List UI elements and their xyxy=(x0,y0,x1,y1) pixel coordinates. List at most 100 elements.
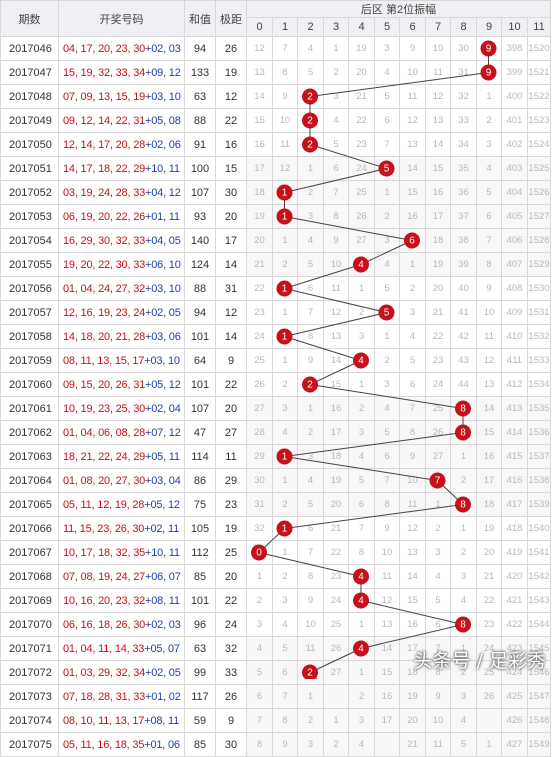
miss-cell: 38 xyxy=(450,228,477,253)
hit-cell xyxy=(476,36,502,61)
miss-cell: 18 xyxy=(425,228,451,253)
numbers-cell: 19, 20, 22, 30, 33+06, 10 xyxy=(58,252,185,277)
miss-cell: 8 xyxy=(476,252,502,277)
miss-cell: 8 xyxy=(348,540,375,565)
span-cell: 12 xyxy=(215,84,247,109)
miss-cell: 17 xyxy=(425,204,451,229)
span-cell: 12 xyxy=(215,300,247,325)
miss-cell: 1 xyxy=(450,516,477,541)
miss-cell: 9 xyxy=(323,228,349,253)
miss-cell: 18 xyxy=(246,180,273,205)
period-cell: 2017056 xyxy=(0,276,59,301)
miss-cell: 1 xyxy=(272,228,298,253)
miss-cell: 1529 xyxy=(527,252,551,277)
miss-cell: 5 xyxy=(297,492,324,517)
period-cell: 2017046 xyxy=(0,36,59,61)
numbers-cell: 01, 04, 06, 08, 28+07, 12 xyxy=(58,420,185,445)
miss-cell: 12 xyxy=(246,36,273,61)
miss-cell: 1535 xyxy=(527,396,551,421)
hit-cell xyxy=(450,396,477,421)
miss-cell: 4 xyxy=(297,468,324,493)
miss-cell: 1527 xyxy=(527,204,551,229)
miss-cell: 16 xyxy=(323,396,349,421)
hit-cell xyxy=(272,444,298,469)
front-numbers: 03, 19, 24, 28, 33 xyxy=(63,186,146,199)
miss-cell: 1528 xyxy=(527,228,551,253)
period-cell: 2017073 xyxy=(0,684,59,709)
numbers-cell: 09, 12, 14, 22, 31+05, 08 xyxy=(58,108,185,133)
miss-cell: 12 xyxy=(399,516,426,541)
table-row: 2017069 10, 16, 20, 23, 32+08, 11 101 22 2 3 9… xyxy=(0,588,551,613)
back-numbers: +10, 11 xyxy=(145,162,180,175)
span-cell: 22 xyxy=(215,372,247,397)
hit-cell xyxy=(272,180,298,205)
span-cell: 20 xyxy=(215,396,247,421)
header-period: 期数 xyxy=(0,0,59,37)
miss-cell: 8 xyxy=(246,732,273,757)
miss-cell: 2 xyxy=(297,420,324,445)
miss-cell: 5 xyxy=(246,660,273,685)
sum-cell: 75 xyxy=(184,492,216,517)
period-cell: 2017064 xyxy=(0,468,59,493)
span-cell: 19 xyxy=(215,516,247,541)
miss-cell: 1 xyxy=(348,276,375,301)
table-row: 2017067 10, 17, 18, 32, 35+10, 11 112 25 1 7 2… xyxy=(0,540,551,565)
table-row: 2017074 08, 10, 11, 13, 17+08, 11 59 9 7 8 2 1 3… xyxy=(0,708,551,733)
miss-cell: 35 xyxy=(450,156,477,181)
numbers-cell: 12, 14, 17, 20, 28+02, 06 xyxy=(58,132,185,157)
front-numbers: 01, 04, 06, 08, 28 xyxy=(63,426,146,439)
sum-cell: 117 xyxy=(184,684,216,709)
miss-cell: 25 xyxy=(246,348,273,373)
span-cell: 33 xyxy=(215,660,247,685)
table-row: 2017056 01, 04, 24, 27, 32+03, 10 88 31 22 6 1… xyxy=(0,276,551,301)
front-numbers: 07, 09, 13, 15, 19 xyxy=(63,90,146,103)
table-row: 2017058 14, 18, 20, 21, 28+03, 06 101 14 24 8… xyxy=(0,324,551,349)
sum-cell: 85 xyxy=(184,564,216,589)
miss-cell: 10 xyxy=(272,108,298,133)
miss-cell: 16 xyxy=(399,612,426,637)
sum-cell: 101 xyxy=(184,372,216,397)
hit-cell xyxy=(374,300,400,325)
sum-cell: 99 xyxy=(184,660,216,685)
miss-cell: 1 xyxy=(374,324,400,349)
miss-cell: 23 xyxy=(246,300,273,325)
span-cell: 27 xyxy=(215,420,247,445)
miss-cell: 32 xyxy=(246,516,273,541)
miss-cell: 8 xyxy=(297,324,324,349)
miss-cell: 1544 xyxy=(527,612,551,637)
miss-cell: 15 xyxy=(476,420,502,445)
miss-cell: 1 xyxy=(297,156,324,181)
back-numbers: +02, 06 xyxy=(145,138,181,151)
miss-cell: 5 xyxy=(399,348,426,373)
miss-cell: 33 xyxy=(450,108,477,133)
front-numbers: 11, 15, 23, 26, 30 xyxy=(63,522,145,535)
back-numbers: +02, 03 xyxy=(145,618,181,631)
miss-cell: 1 xyxy=(272,300,298,325)
back-numbers: +03, 04 xyxy=(145,474,181,487)
miss-cell: 24 xyxy=(323,588,349,613)
miss-cell: 1539 xyxy=(527,492,551,517)
miss-cell: 7 xyxy=(297,540,324,565)
miss-cell: 20 xyxy=(246,228,273,253)
numbers-cell: 10, 16, 20, 23, 32+08, 11 xyxy=(58,588,185,613)
period-cell: 2017071 xyxy=(0,636,59,661)
period-cell: 2017052 xyxy=(0,180,59,205)
miss-cell: 2 xyxy=(272,564,298,589)
miss-cell: 30 xyxy=(246,468,273,493)
miss-cell: 7 xyxy=(348,516,375,541)
table-row: 2017062 01, 04, 06, 08, 28+07, 12 47 27 28 4 2… xyxy=(0,420,551,445)
miss-cell: 15 xyxy=(399,588,426,613)
miss-cell: 4 xyxy=(374,396,400,421)
miss-cell: 420 xyxy=(501,564,528,589)
miss-cell: 41 xyxy=(450,300,477,325)
miss-cell: 1 xyxy=(399,252,426,277)
front-numbers: 01, 08, 20, 27, 30 xyxy=(63,474,146,487)
period-cell: 2017063 xyxy=(0,444,59,469)
miss-cell: 26 xyxy=(348,204,375,229)
column-header: 3 xyxy=(323,17,349,37)
miss-cell: 14 xyxy=(425,132,451,157)
miss-cell: 417 xyxy=(501,492,528,517)
miss-cell: 12 xyxy=(323,300,349,325)
back-numbers: +02, 05 xyxy=(145,306,181,319)
span-cell: 30 xyxy=(215,180,247,205)
